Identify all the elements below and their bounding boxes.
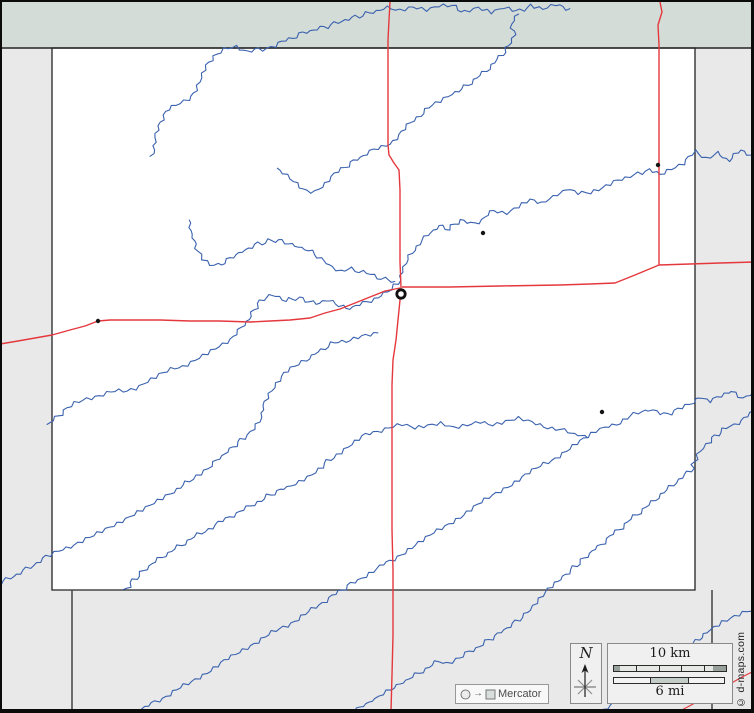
north-indicator: N [570,643,602,704]
scale-mi-bar [613,677,725,684]
neighbor-state-band [0,0,754,48]
city-marker-county-seat [395,288,407,300]
scale-mi-label: 6 mi [655,684,685,699]
copyright-credit: © d-maps.com [735,631,747,708]
scale-bar: 10 km 6 mi [607,643,733,704]
river-south-river [135,390,754,712]
road-ns-highway-east [657,1,663,265]
town-dot-town-northeast [655,162,661,168]
north-arrow-icon [574,664,596,697]
river-southwest-stream [0,331,379,586]
projection-label: Mercator [498,688,542,700]
town-dot-town-southeast [599,409,605,415]
river-south-tributary [122,415,589,591]
county-area [52,48,695,590]
river-northeast-branch [276,13,520,194]
sphere-icon [460,689,471,699]
projection-arrow-icon: → [473,687,483,699]
town-dot-town-west [95,318,101,324]
county-outline [51,47,696,591]
scale-km-label: 10 km [649,646,691,661]
road-ew-highway-east [402,261,754,288]
river-southeast-river [349,410,754,713]
river-north-creek [149,3,571,158]
road-sw-highway [0,287,401,345]
north-label: N [579,644,593,662]
projected-square-icon [485,689,496,699]
river-main-river [46,149,754,426]
town-dot-town-central [480,230,486,236]
scale-km-bar [613,665,727,672]
river-city-creek [188,219,396,283]
projection-legend: → Mercator [455,684,549,704]
